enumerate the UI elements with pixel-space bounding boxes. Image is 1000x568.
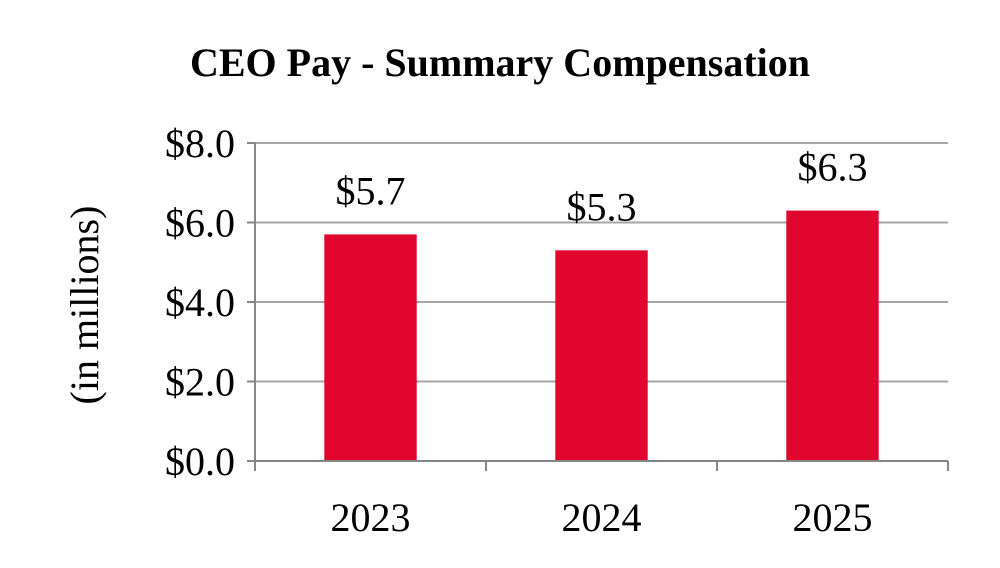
data-label: $6.3 — [798, 145, 868, 190]
axes — [247, 142, 949, 471]
y-tick-label: $2.0 — [165, 360, 235, 405]
data-label: $5.7 — [336, 168, 406, 213]
bar-2025 — [786, 210, 879, 461]
y-axis-title: (in millions) — [62, 206, 107, 405]
y-tick-label: $0.0 — [165, 439, 235, 484]
x-tick-label: 2024 — [562, 495, 642, 540]
y-tick-label: $8.0 — [165, 121, 235, 166]
bar-2024 — [555, 250, 648, 461]
y-tick-label: $4.0 — [165, 280, 235, 325]
data-label: $5.3 — [567, 184, 637, 229]
labels: $0.0 $2.0 $4.0 $6.0 $8.0 $5.7 2023 $5.3 2024 $6.3… — [165, 121, 873, 540]
x-tick-label: 2025 — [793, 495, 873, 540]
y-tick-label: $6.0 — [165, 201, 235, 246]
x-tick-label: 2023 — [331, 495, 411, 540]
chart-title: CEO Pay - Summary Compensation — [190, 40, 810, 85]
bar-2023 — [324, 234, 417, 461]
bars — [324, 210, 879, 461]
